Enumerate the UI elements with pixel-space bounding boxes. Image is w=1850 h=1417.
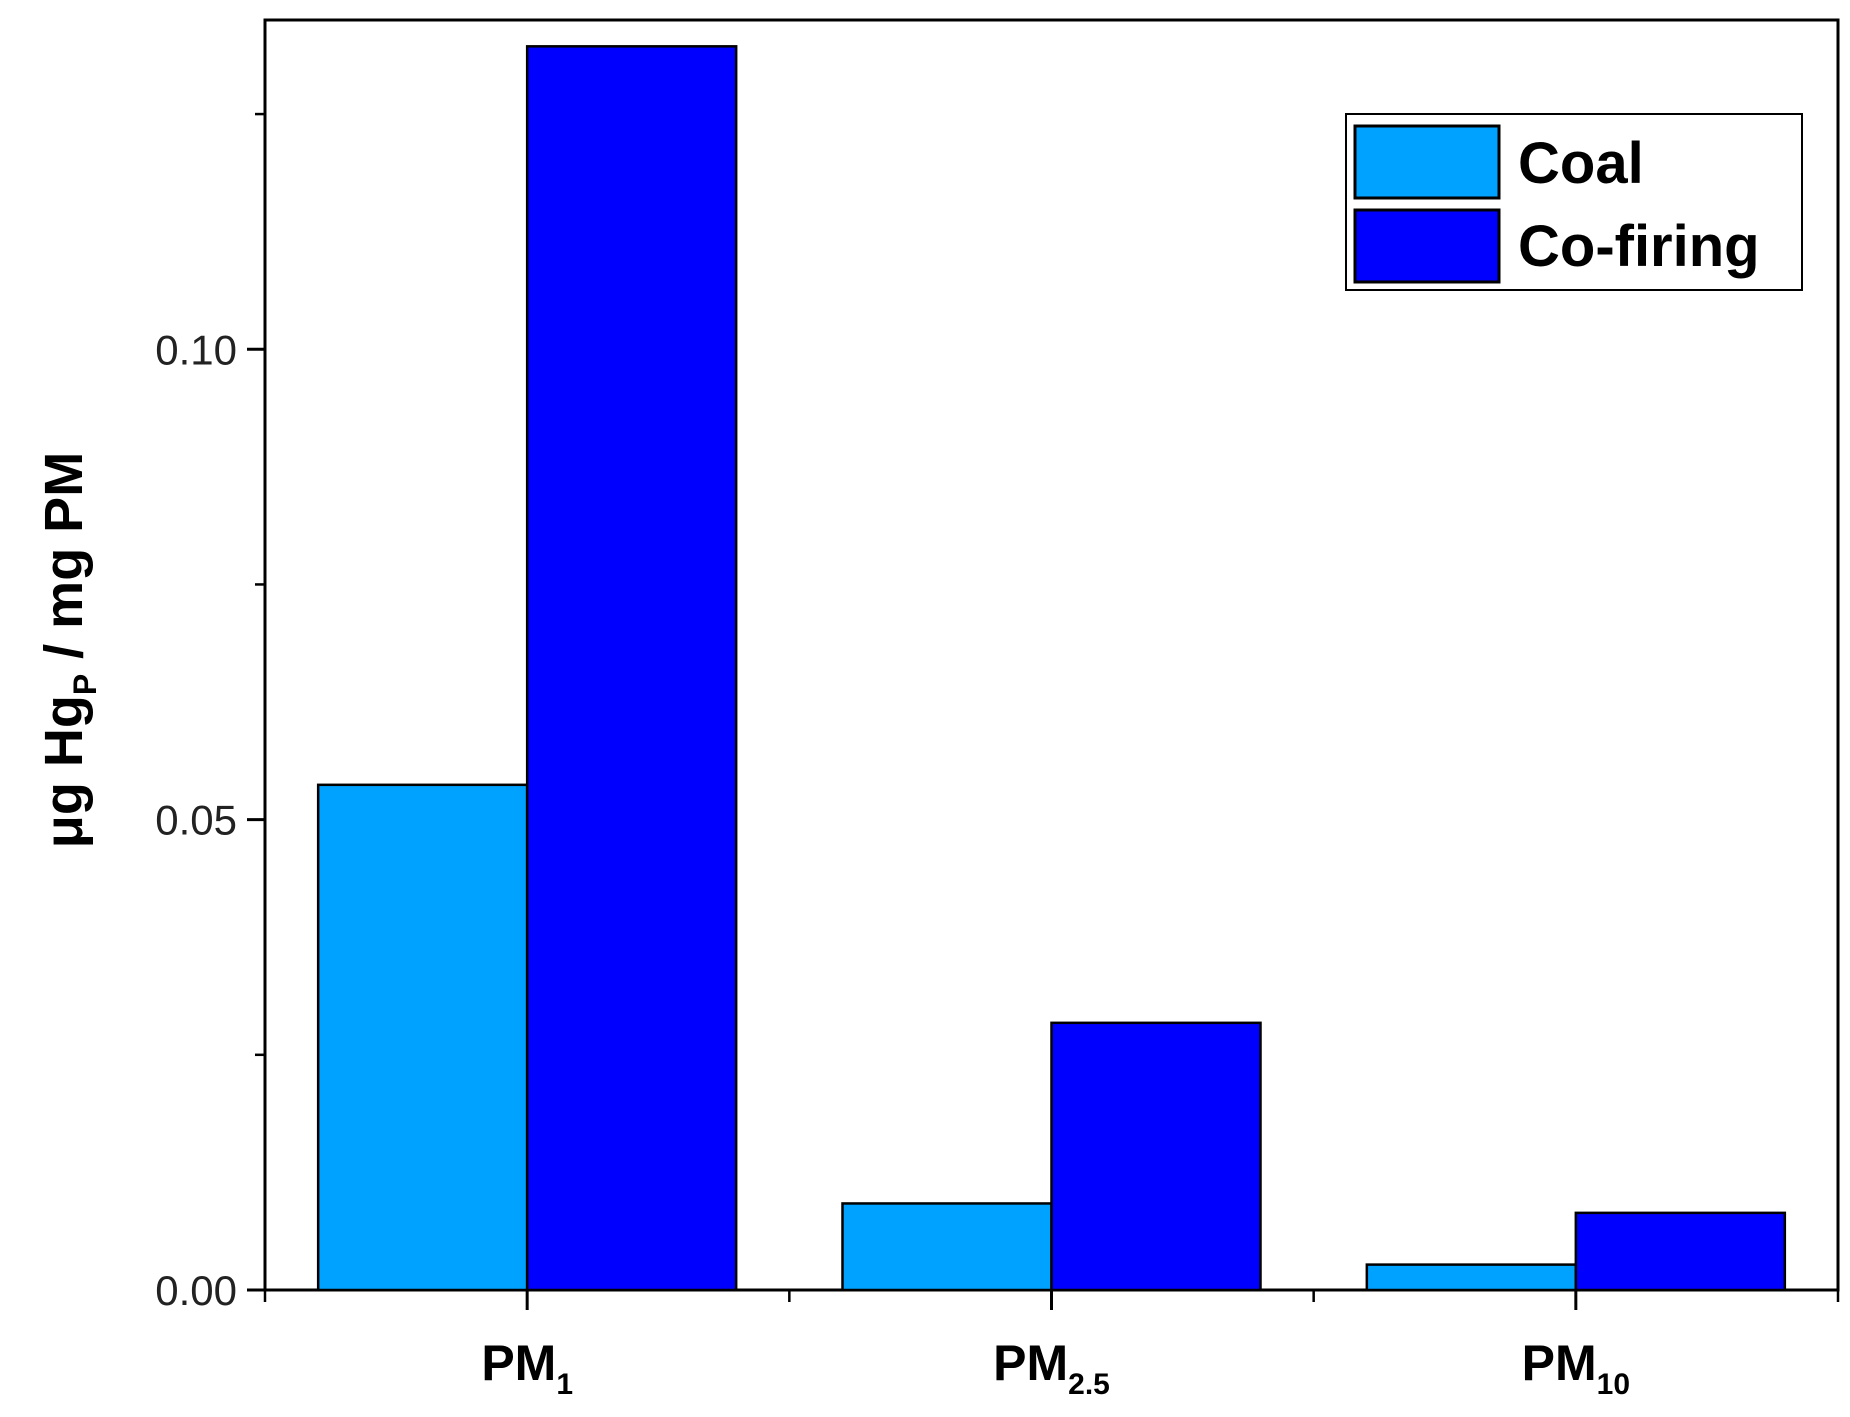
x-tick-label-2: PM10 [1522,1335,1630,1401]
y-axis-title: μg HgP / mg PM [34,452,103,848]
legend: Coal Co-firing [1345,113,1803,291]
x-tick-label-0: PM1 [481,1335,573,1401]
axes [247,112,1840,1310]
y-tick-label-1: 0.05 [155,797,237,844]
y-tick-label-0: 0.00 [155,1267,237,1314]
bar-coal-3 [1365,1263,1578,1292]
legend-swatch-cofiring [1353,208,1501,284]
bar-coal-2 [841,1202,1053,1292]
x-axis-labels: PM1 PM2.5 PM10 [481,1335,1630,1401]
bar-co-firing-2 [1050,1021,1262,1292]
y-axis-title-main: μg Hg [34,695,94,848]
y-tick-label-2: 0.10 [155,326,237,373]
y-axis-title-sub: P [67,674,103,695]
bars [316,45,1787,1292]
legend-swatch-coal [1353,124,1501,200]
bar-coal-1 [316,783,529,1292]
x-tick-label-1: PM2.5 [993,1335,1110,1401]
bar-co-firing-3 [1574,1211,1787,1292]
legend-label-coal: Coal [1518,131,1644,196]
bar-co-firing-1 [525,45,738,1292]
legend-label-cofiring: Co-firing [1518,214,1760,279]
y-axis-title-rest: / mg PM [34,452,94,674]
y-axis-labels: 0.00 0.05 0.10 [155,326,237,1314]
